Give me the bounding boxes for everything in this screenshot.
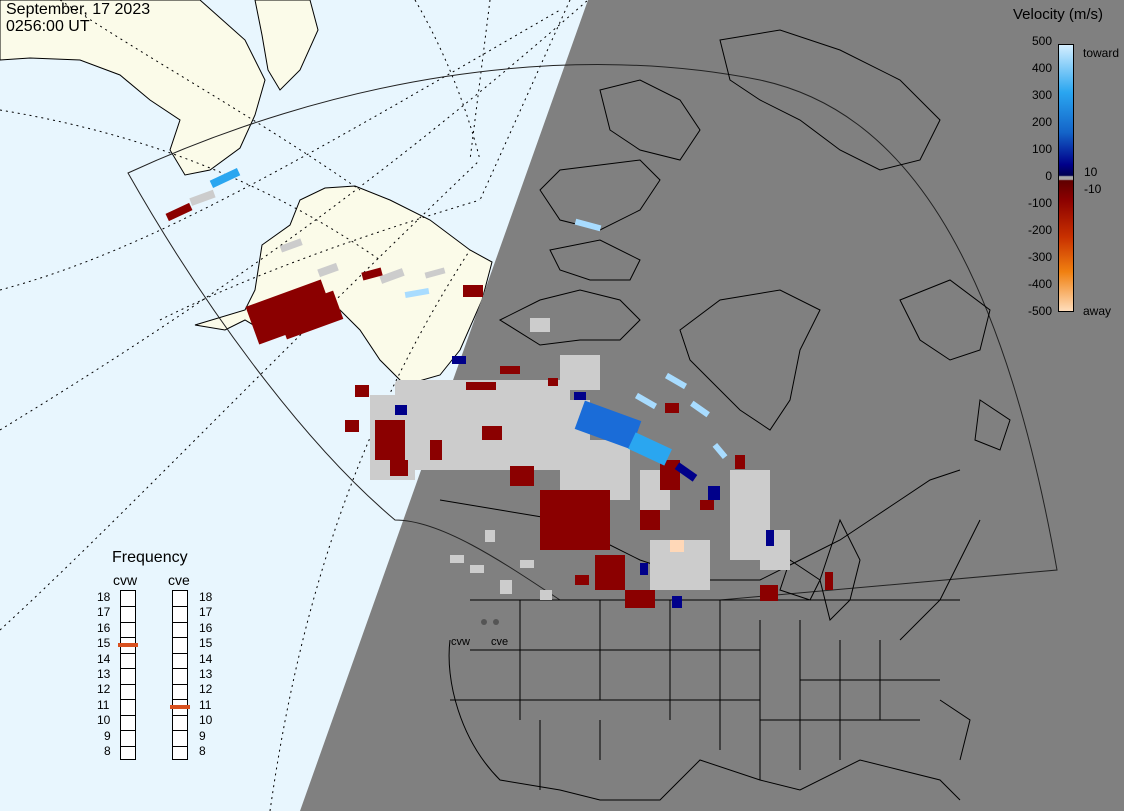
frequency-scale-cvw — [118, 590, 138, 760]
frequency-radar-cvw-label: cvw — [113, 572, 138, 588]
colorbar-tick-label: 300 — [1031, 88, 1052, 102]
frequency-scale-label-right: 13 — [199, 667, 213, 681]
colorbar-tick-label: -400 — [1027, 277, 1052, 291]
state-borders — [448, 519, 981, 801]
frequency-scale-label-left: 17 — [97, 605, 111, 620]
frequency-gridline — [173, 714, 187, 716]
frequency-gridline — [121, 652, 135, 654]
frequency-scale-label-left: 12 — [97, 682, 111, 697]
frequency-scale-label-right: 11 — [199, 697, 212, 712]
frequency-gridline — [121, 699, 135, 701]
frequency-scale-label-right: 17 — [199, 605, 213, 620]
colorbar-tick-label: 200 — [1031, 115, 1052, 129]
frequency-scale-label-right: 10 — [199, 713, 213, 728]
frequency-scale-label-right: 15 — [199, 636, 213, 651]
frequency-scale-label-right: 18 — [199, 589, 213, 604]
colorbar-tick-label: -300 — [1027, 250, 1052, 264]
radar-site-cve — [493, 619, 499, 625]
frequency-scale-label-left: 13 — [97, 667, 111, 681]
frequency-scale-label-right: 16 — [199, 620, 213, 635]
colorbar-tick-label: 100 — [1031, 142, 1052, 156]
frequency-gridline — [173, 652, 187, 654]
colorbar-tick-label: -100 — [1027, 196, 1052, 210]
colorbar-tick-label: -500 — [1027, 304, 1052, 318]
frequency-gridline — [173, 668, 187, 670]
frequency-scale-label-left: 10 — [97, 713, 111, 728]
frequency-scale-label-right: 12 — [199, 682, 213, 697]
graticule — [0, 0, 589, 811]
frequency-gridline — [173, 745, 187, 747]
frequency-gridline — [121, 668, 135, 670]
siberia-land — [0, 0, 266, 176]
toward-echoes — [209, 168, 774, 608]
frequency-scale-label-left: 14 — [97, 651, 111, 666]
frequency-scale-label-left: 15 — [97, 636, 111, 651]
colorbar-tick-label: -200 — [1027, 223, 1052, 237]
colorbar-tick-label: 0 — [1045, 169, 1052, 183]
radar-site-cvw-label: cvw — [451, 636, 470, 648]
colorbar-away-label: away — [1083, 304, 1112, 318]
colorbar-tick-label: 400 — [1031, 61, 1052, 75]
date-label: September, 17 2023 — [6, 1, 151, 18]
frequency-gridline — [121, 714, 135, 716]
radar-site-cvw — [481, 619, 487, 625]
frequency-gridline — [173, 606, 187, 608]
frequency-scale-label-right: 8 — [199, 744, 206, 759]
frequency-gridline — [121, 621, 135, 623]
frequency-gridline — [121, 637, 135, 639]
frequency-scale-label-left: 18 — [97, 589, 111, 604]
frequency-gridline — [173, 730, 187, 732]
frequency-gridline — [173, 621, 187, 623]
frequency-marker-cvw — [118, 643, 138, 648]
colorbar-tick-label: 500 — [1031, 34, 1052, 48]
colorbar-gradient — [1058, 44, 1074, 312]
colorbar-plus10-label: 10 — [1084, 165, 1098, 179]
away-echoes — [165, 202, 833, 608]
frequency-title: Frequency — [112, 549, 188, 566]
frequency-scale-label-right: 9 — [199, 728, 206, 743]
frequency-gridline — [121, 745, 135, 747]
frequency-gridline — [121, 730, 135, 732]
time-label: 0256:00 UT — [6, 18, 90, 35]
frequency-gridline — [121, 606, 135, 608]
frequency-gridline — [173, 637, 187, 639]
frequency-gridline — [173, 699, 187, 701]
siberia-land-north — [254, 0, 319, 91]
frequency-scale-label-left: 9 — [104, 728, 111, 743]
timestamp-block: September, 17 2023 0256:00 UT — [6, 1, 150, 35]
frequency-scale-label-left: 8 — [104, 744, 111, 759]
radar-field-of-view — [127, 64, 1058, 601]
colorbar-title: Velocity (m/s) — [1013, 6, 1104, 23]
colorbar-frame — [1058, 44, 1074, 312]
radar-site-cve-label: cve — [491, 636, 509, 648]
frequency-scale-label-left: 11 — [97, 697, 110, 712]
colorbar-toward-label: toward — [1083, 46, 1120, 60]
frequency-gridline — [121, 683, 135, 685]
frequency-marker-cve — [170, 704, 190, 709]
frequency-scale-label-left: 16 — [97, 620, 111, 635]
frequency-scale-label-right: 14 — [199, 651, 213, 666]
frequency-radar-cve-label: cve — [168, 572, 190, 588]
frequency-gridline — [173, 683, 187, 685]
colorbar-minus10-label: -10 — [1084, 182, 1102, 196]
night-region — [300, 0, 1124, 811]
frequency-scale-cve — [170, 590, 190, 760]
